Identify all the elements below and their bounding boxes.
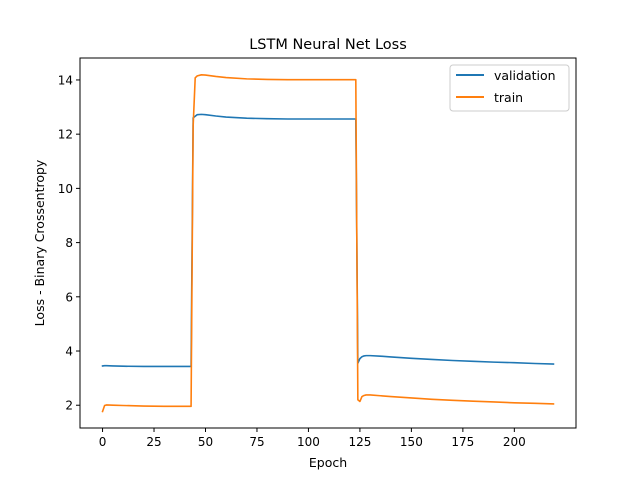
y-tick-label: 14 xyxy=(58,73,73,87)
x-tick-label: 175 xyxy=(451,435,474,449)
y-tick-label: 2 xyxy=(65,399,73,413)
x-tick-label: 125 xyxy=(348,435,371,449)
series-line-train xyxy=(101,74,555,413)
y-tick-label: 12 xyxy=(58,128,73,142)
x-tick-label: 75 xyxy=(249,435,264,449)
plot-frame xyxy=(79,57,577,429)
x-tick-label: 100 xyxy=(297,435,320,449)
legend-label-train: train xyxy=(494,90,523,105)
x-tick-label: 200 xyxy=(503,435,526,449)
y-axis-ticks: 2 4 6 8 10 12 14 xyxy=(58,73,80,413)
x-tick-label: 50 xyxy=(198,435,213,449)
x-tick-label: 150 xyxy=(400,435,423,449)
x-tick-label: 25 xyxy=(146,435,161,449)
legend: validation train xyxy=(449,64,570,112)
legend-box xyxy=(449,64,570,112)
plot-area xyxy=(80,58,576,428)
x-axis-ticks: 0 25 50 75 100 125 150 175 200 xyxy=(99,428,526,449)
legend-label-validation: validation xyxy=(494,68,556,83)
y-axis-label: Loss - Binary Crossentropy xyxy=(32,159,47,326)
y-tick-label: 8 xyxy=(65,236,73,250)
chart-title: LSTM Neural Net Loss xyxy=(249,37,407,53)
y-tick-label: 10 xyxy=(58,182,73,196)
x-tick-label: 0 xyxy=(99,435,107,449)
series-layer xyxy=(101,74,555,413)
series-line-validation xyxy=(101,113,555,368)
y-tick-label: 6 xyxy=(65,290,73,304)
x-axis-label: Epoch xyxy=(309,455,347,470)
y-tick-label: 4 xyxy=(65,345,73,359)
